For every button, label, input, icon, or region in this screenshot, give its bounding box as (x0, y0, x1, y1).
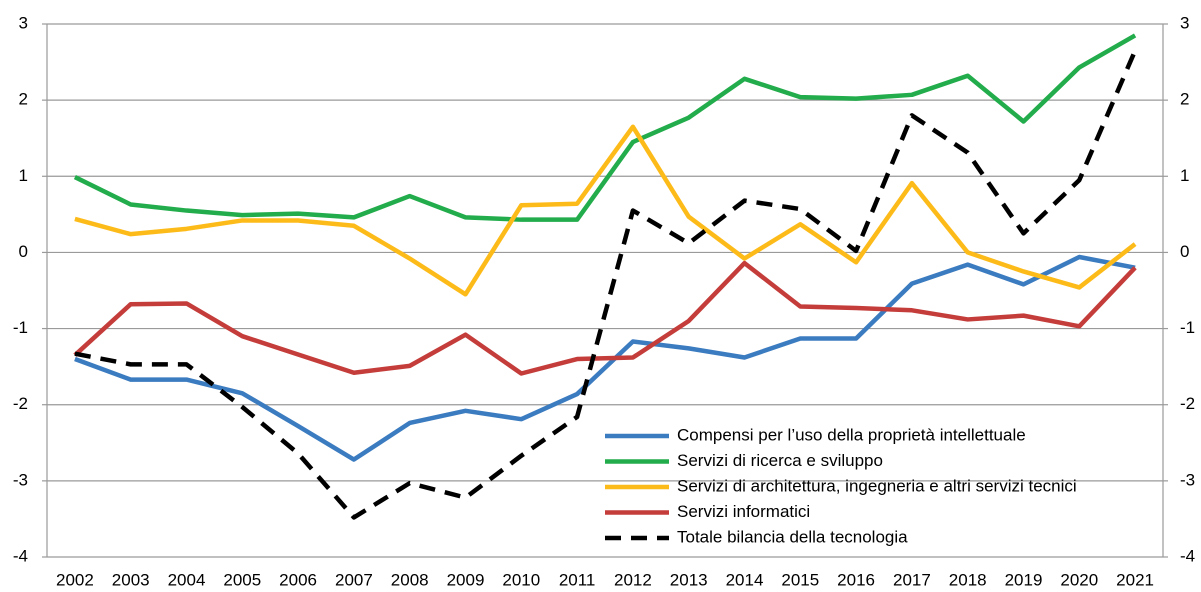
legend-label: Servizi di ricerca e sviluppo (677, 451, 883, 470)
legend-label: Servizi informatici (677, 502, 810, 521)
y2-tick-label: 3 (1180, 13, 1189, 32)
x-tick-label: 2021 (1116, 570, 1154, 589)
series-line (73, 260, 1137, 376)
y2-tick-label: -1 (1180, 318, 1195, 337)
y2-tick-label: -2 (1180, 394, 1195, 413)
x-tick-label: 2007 (335, 570, 373, 589)
y-tick-label: -3 (13, 470, 28, 489)
y-tick-label: 0 (19, 242, 28, 261)
series-line (73, 33, 1137, 222)
y-tick-label: -2 (13, 394, 28, 413)
x-tick-label: 2020 (1060, 570, 1098, 589)
y-tick-label: 2 (19, 90, 28, 109)
series-line (74, 254, 1136, 462)
x-tick-label: 2009 (447, 570, 485, 589)
x-tick-label: 2005 (223, 570, 261, 589)
series-line (74, 124, 1137, 297)
y2-tick-label: 2 (1180, 90, 1189, 109)
x-tick-label: 2016 (837, 570, 875, 589)
x-tick-label: 2013 (670, 570, 708, 589)
x-tick-label: 2018 (949, 570, 987, 589)
y2-tick-label: -3 (1180, 470, 1195, 489)
x-tick-label: 2004 (168, 570, 206, 589)
x-tick-label: 2015 (781, 570, 819, 589)
x-tick-label: 2003 (112, 570, 150, 589)
y2-tick-label: -4 (1180, 546, 1195, 565)
y-tick-label: 3 (19, 13, 28, 32)
x-tick-label: 2019 (1005, 570, 1043, 589)
y2-tick-label: 1 (1180, 166, 1189, 185)
y-tick-label: -1 (13, 318, 28, 337)
x-tick-label: 2008 (391, 570, 429, 589)
legend-label: Servizi di architettura, ingegneria e al… (677, 476, 1077, 495)
series-line (74, 49, 1138, 520)
y-tick-label: 1 (19, 166, 28, 185)
y-tick-label: -4 (13, 546, 28, 565)
y2-tick-label: 0 (1180, 242, 1189, 261)
x-tick-label: 2010 (502, 570, 540, 589)
x-tick-label: 2014 (726, 570, 764, 589)
legend-label: Totale bilancia della tecnologia (677, 527, 908, 546)
x-tick-label: 2017 (893, 570, 931, 589)
x-tick-label: 2011 (559, 570, 596, 589)
x-tick-label: 2012 (614, 570, 652, 589)
legend-label: Compensi per l’uso della proprietà intel… (677, 425, 1026, 444)
x-tick-label: 2002 (56, 570, 94, 589)
x-tick-label: 2006 (279, 570, 317, 589)
